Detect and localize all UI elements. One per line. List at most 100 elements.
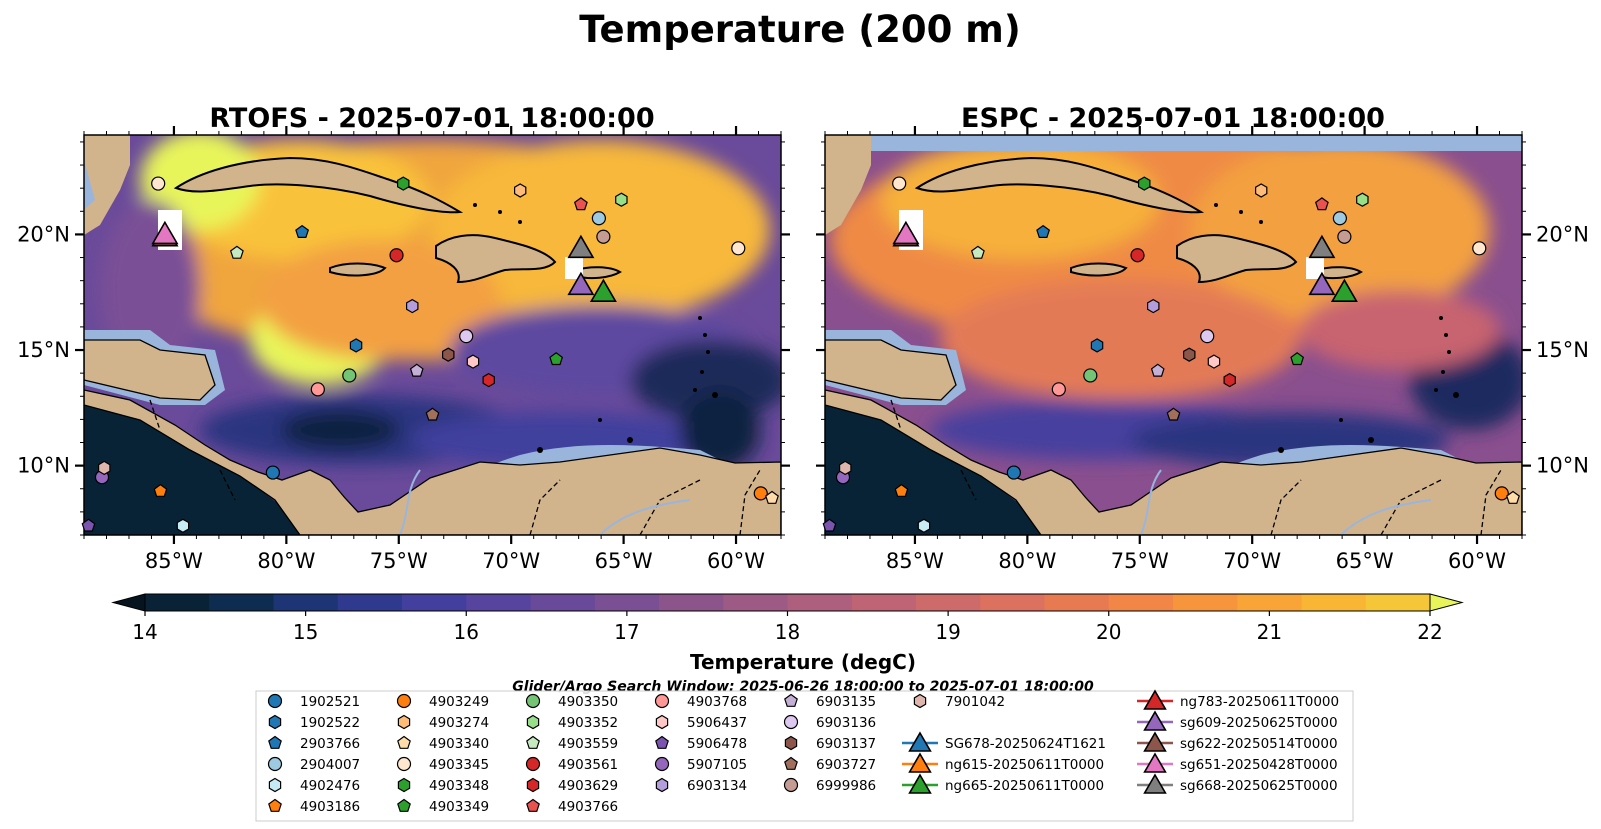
legend-entry: 4903345 — [396, 756, 489, 773]
legend-marker-5906478 — [655, 735, 669, 749]
float-marker-5906478 — [822, 518, 837, 532]
colorbar-bin — [1108, 594, 1174, 611]
x-tick-label: 80°W — [998, 549, 1056, 573]
colorbar-bin — [851, 594, 917, 611]
legend-entry: 4903274 — [397, 714, 489, 731]
glider-marker-ng665-20250611T0000 — [1330, 278, 1358, 303]
float-marker-4903629 — [1223, 372, 1236, 388]
legend-entry: 4903768 — [654, 693, 747, 710]
x-tick-label: 70°W — [482, 549, 540, 573]
float-marker-4903349 — [549, 352, 564, 366]
colorbar-tick-label: 21 — [1257, 620, 1282, 644]
x-tick-label: 60°W — [1448, 549, 1506, 573]
float-marker-2903766 — [1036, 224, 1051, 238]
float-marker-4902476 — [917, 518, 931, 533]
float-marker-6903137 — [442, 347, 455, 362]
float-marker-4903559 — [970, 245, 985, 259]
y-tick-label: 15°N — [17, 338, 70, 362]
legend-marker-4903629 — [526, 777, 540, 793]
legend-entry: 6903137 — [784, 735, 876, 752]
legend-entry: 4903249 — [396, 693, 489, 710]
float-marker-6903134 — [406, 298, 419, 314]
legend-marker-2903766 — [268, 735, 282, 749]
float-marker-4903348 — [397, 176, 410, 191]
float-marker-6903136 — [1200, 329, 1215, 344]
legend-marker-ng615-20250611T0000 — [908, 752, 932, 773]
legend-marker-sg609-20250625T0000 — [1143, 710, 1167, 731]
legend-marker-4903340 — [397, 735, 411, 749]
legend-entry: 6903136 — [783, 714, 876, 731]
legend-label: 4902476 — [300, 778, 360, 794]
legend-entry: 5907105 — [654, 756, 747, 773]
glider-marker-sg668-20250625T0000 — [1308, 234, 1336, 259]
colorbar-bin — [1365, 594, 1431, 611]
legend-entry: 4903629 — [526, 777, 618, 794]
legend-label: 4903561 — [558, 757, 618, 773]
legend-label: ng665-20250611T0000 — [945, 778, 1104, 794]
legend-marker-SG678-20250624T1621 — [908, 731, 932, 752]
float-marker-6903727 — [425, 407, 440, 421]
float-marker-4903340 — [765, 490, 779, 504]
colorbar-tick-label: 15 — [293, 620, 318, 644]
x-tick-label: 85°W — [145, 549, 203, 573]
colorbar-tick-label: 17 — [614, 620, 639, 644]
legend-label: sg651-20250428T0000 — [1180, 757, 1338, 773]
colorbar-bin — [787, 594, 853, 611]
legend-label: 4903352 — [558, 715, 618, 731]
colorbar-tick-label: 20 — [1096, 620, 1121, 644]
legend-marker-sg651-20250428T0000 — [1143, 752, 1167, 773]
legend-label: 4903340 — [429, 736, 489, 752]
legend-label: 6903727 — [816, 757, 876, 773]
legend-entry: 4903559 — [526, 735, 618, 752]
legend-label: 2904007 — [300, 757, 360, 773]
legend-entry: 2904007 — [267, 756, 360, 773]
figure-title: Temperature (200 m) — [579, 8, 1021, 51]
legend-entry: 4903340 — [397, 735, 489, 752]
legend-label: sg668-20250625T0000 — [1180, 778, 1338, 794]
colorbar-over-extension — [1429, 593, 1464, 612]
float-marker-2904007 — [1332, 211, 1347, 226]
float-marker-4903561 — [389, 248, 404, 263]
legend-entry: 4903350 — [525, 693, 618, 710]
float-marker-1902522 — [349, 338, 363, 353]
colorbar-bin — [980, 594, 1045, 611]
float-marker-4903766 — [1314, 197, 1329, 211]
colorbar-tick-label: 22 — [1417, 620, 1442, 644]
colorbar-bin — [1237, 594, 1302, 611]
colorbar-tick-label: 18 — [775, 620, 800, 644]
float-marker-4903348 — [1137, 176, 1151, 191]
colorbar: 14 15 16 17 18 19 20 21 22 — [111, 593, 1464, 644]
colorbar-bin — [1044, 594, 1110, 611]
glider-marker-sg668-20250625T0000 — [567, 234, 595, 259]
temperature-field-rtofs — [84, 135, 781, 535]
legend-entry: 6903134 — [655, 777, 747, 794]
colorbar-bin — [659, 594, 724, 611]
x-tick-label: 60°W — [707, 549, 765, 573]
legend-label: 4903629 — [558, 778, 618, 794]
legend-entry: sg609-20250625T0000 — [1137, 710, 1338, 731]
legend-entry: 7901042 — [913, 693, 1005, 710]
float-marker-4903345 — [731, 241, 746, 256]
float-marker-6903137 — [1182, 347, 1196, 362]
legend-entry: 4903352 — [526, 714, 618, 731]
axes-espc: 85°W 80°W 75°W 70°W 65°W 60°W 10°N 15°N 20°N — [816, 126, 1589, 573]
x-tick-label: 85°W — [886, 549, 944, 573]
legend-marker-6999986 — [783, 777, 799, 793]
legend-entry: 6903727 — [784, 756, 876, 773]
legend-marker-4903348 — [397, 777, 411, 793]
legend-label: 5907105 — [687, 757, 747, 773]
float-marker-4903768 — [1051, 382, 1066, 397]
colorbar-bin — [723, 594, 788, 611]
legend-marker-6903136 — [783, 714, 799, 730]
legend-label: 4903766 — [558, 799, 618, 815]
float-marker-4903561 — [1130, 248, 1145, 263]
legend-marker-4903186 — [268, 798, 282, 812]
float-marker-4903352 — [1356, 192, 1369, 207]
float-marker-2904007 — [591, 211, 606, 226]
colorbar-label: Temperature (degC) — [690, 650, 916, 674]
legend-entry: ng615-20250611T0000 — [902, 752, 1104, 773]
float-marker-6903135 — [409, 363, 424, 377]
legend-entry: 4902476 — [268, 777, 360, 794]
float-marker-6903134 — [1146, 298, 1160, 314]
colorbar-tick-label: 14 — [132, 620, 157, 644]
